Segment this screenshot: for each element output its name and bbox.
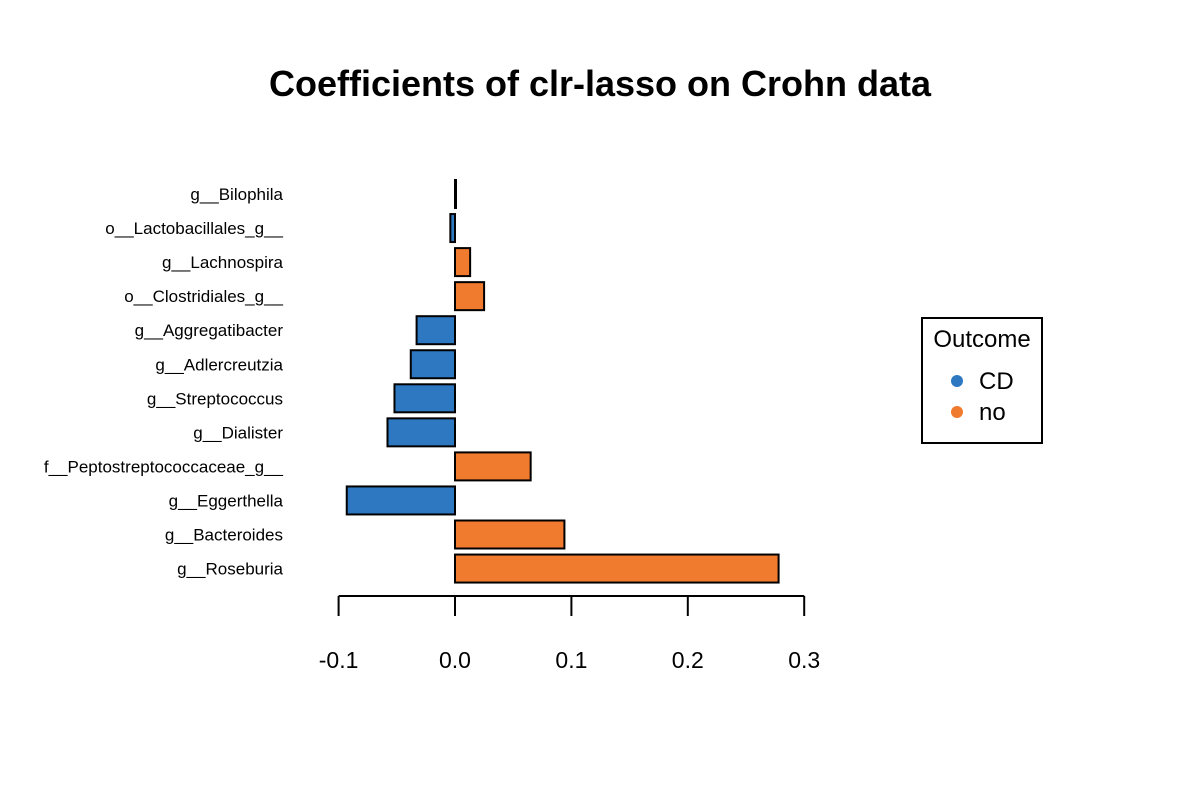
legend-label-no: no bbox=[979, 399, 1006, 426]
bar-2 bbox=[454, 247, 472, 278]
bar-1 bbox=[449, 213, 456, 244]
legend: Outcome CD no bbox=[921, 317, 1043, 444]
chart-title: Coefficients of clr-lasso on Crohn data bbox=[269, 63, 932, 104]
x-tick-label-0: -0.1 bbox=[319, 647, 359, 673]
legend-title: Outcome bbox=[933, 326, 1030, 353]
legend-label-cd: CD bbox=[979, 368, 1014, 395]
category-labels: g__Bilophila o__Lactobacillales_g__ g__Lac… bbox=[44, 185, 284, 579]
category-label-1: o__Lactobacillales_g__ bbox=[105, 219, 283, 238]
category-label-10: g__Bacteroides bbox=[165, 526, 283, 545]
legend-box bbox=[921, 317, 1043, 444]
bar-10 bbox=[454, 519, 566, 550]
category-label-2: g__Lachnospira bbox=[162, 253, 284, 272]
bar-11 bbox=[454, 553, 780, 584]
bar-8 bbox=[454, 451, 532, 482]
category-label-11: g__Roseburia bbox=[177, 560, 283, 579]
bars-group bbox=[345, 179, 780, 584]
legend-marker-no bbox=[951, 406, 963, 418]
bar-5 bbox=[409, 349, 457, 380]
category-label-3: o__Clostridiales_g__ bbox=[124, 287, 283, 306]
bar-4 bbox=[415, 315, 457, 346]
bar-7 bbox=[386, 417, 457, 448]
x-tick-label-1: 0.0 bbox=[439, 647, 471, 673]
x-tick-label-3: 0.2 bbox=[672, 647, 704, 673]
bar-6 bbox=[393, 383, 456, 414]
legend-marker-cd bbox=[951, 375, 963, 387]
x-axis: -0.1 0.0 0.1 0.2 0.3 bbox=[319, 595, 820, 673]
bar-0 bbox=[454, 179, 457, 209]
category-label-5: g__Adlercreutzia bbox=[155, 355, 283, 374]
x-tick-label-2: 0.1 bbox=[555, 647, 587, 673]
category-label-9: g__Eggerthella bbox=[169, 491, 284, 510]
category-label-6: g__Streptococcus bbox=[147, 389, 283, 408]
category-label-7: g__Dialister bbox=[193, 423, 283, 442]
category-label-8: f__Peptostreptococcaceae_g__ bbox=[44, 457, 284, 476]
bar-3 bbox=[454, 281, 486, 312]
category-label-0: g__Bilophila bbox=[190, 185, 283, 204]
category-label-4: g__Aggregatibacter bbox=[135, 321, 284, 340]
bar-9 bbox=[345, 485, 456, 516]
x-tick-label-4: 0.3 bbox=[788, 647, 820, 673]
